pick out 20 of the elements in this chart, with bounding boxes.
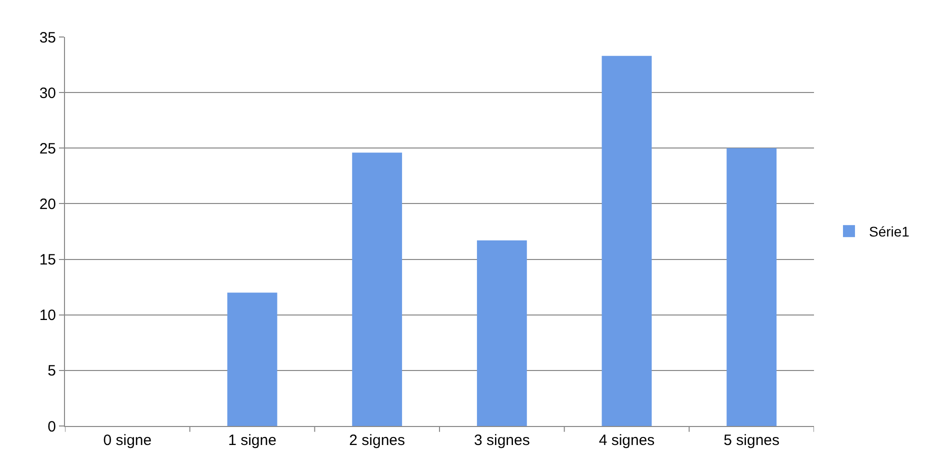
y-tick-label: 20 [39,196,56,213]
x-tick-label: 0 signe [103,432,152,449]
bar [352,152,402,426]
y-tick-label: 10 [39,307,56,324]
y-tick-label: 5 [48,362,56,380]
y-tick-label: 35 [39,29,56,46]
bar [227,292,278,426]
bar [476,240,527,426]
bar [726,148,777,426]
x-tick-label: 4 signes [598,432,655,449]
x-tick-label: 5 signes [724,432,780,449]
bar [602,56,652,426]
x-tick-label: 3 signes [474,432,530,449]
y-tick-label: 15 [39,252,56,269]
x-tick-label: 1 signe [228,432,276,449]
legend-label: Série1 [868,224,910,240]
y-tick-label: 30 [39,84,56,102]
x-tick-label: 2 signes [349,432,406,449]
y-tick-label: 25 [39,140,56,158]
y-tick-label: 0 [48,418,56,436]
